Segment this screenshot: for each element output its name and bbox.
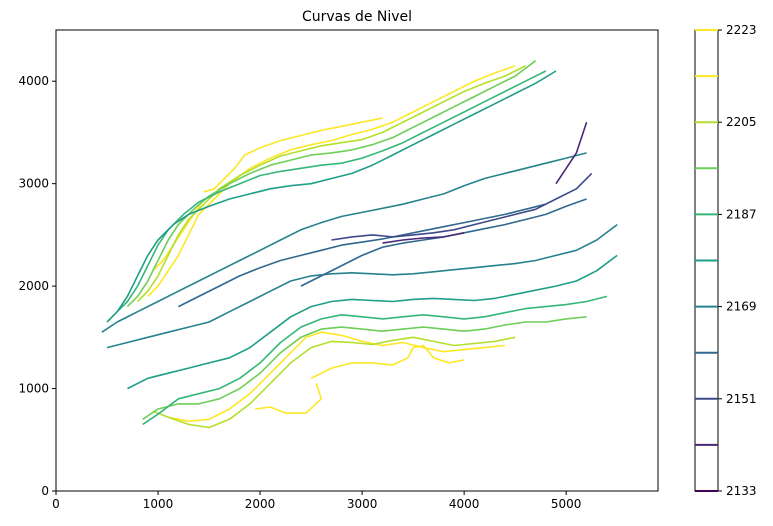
contour-line-2178-12 xyxy=(106,70,557,323)
colorbar-tick-label: 2133 xyxy=(726,484,757,498)
y-tick-label: 2000 xyxy=(18,279,49,293)
contour-line-2214-4 xyxy=(147,65,516,297)
colorbar-tick-label: 2223 xyxy=(726,23,757,37)
x-tick-label: 5000 xyxy=(551,497,582,511)
x-tick-label: 1000 xyxy=(143,497,174,511)
contour-line-2178-13 xyxy=(127,254,618,390)
x-tick-label: 4000 xyxy=(449,497,480,511)
contour-line-2196-8 xyxy=(126,60,537,308)
x-axis-ticks: 0 1000 2000 3000 4000 5000 xyxy=(52,491,581,511)
contour-line-2223-0 xyxy=(203,117,383,193)
colorbar-level-lines xyxy=(695,29,718,492)
colorbar-tick-label: 2169 xyxy=(726,300,757,314)
contour-line-2160-17 xyxy=(178,203,546,308)
contour-line-2187-11 xyxy=(142,295,608,426)
y-tick-label: 3000 xyxy=(18,177,49,191)
colorbar-ticks: 2133 2151 2169 2187 2205 2223 xyxy=(718,23,757,498)
contour-line-2151-18 xyxy=(331,172,593,241)
colorbar-tick-label: 2151 xyxy=(726,392,757,406)
contour-line-2169-15 xyxy=(106,223,618,349)
plot-frame xyxy=(55,29,659,492)
contour-line-2142-20 xyxy=(382,232,465,244)
contour-line-2223-3 xyxy=(254,383,323,414)
colorbar-tick-label: 2205 xyxy=(726,115,757,129)
contour-lines xyxy=(101,60,618,429)
chart-title: Curvas de Nivel xyxy=(302,9,412,25)
contour-line-2196-9 xyxy=(142,316,587,420)
x-tick-label: 0 xyxy=(52,497,60,511)
y-axis-ticks: 0 1000 2000 3000 4000 xyxy=(18,74,56,498)
x-tick-label: 2000 xyxy=(245,497,276,511)
x-tick-label: 3000 xyxy=(347,497,378,511)
colorbar: 2133 2151 2169 2187 2205 2223 xyxy=(694,23,757,498)
contour-line-2142-19 xyxy=(555,121,588,185)
colorbar-tick-label: 2187 xyxy=(726,207,757,221)
y-tick-label: 0 xyxy=(41,484,49,498)
contour-line-2214-5 xyxy=(168,331,505,423)
y-tick-label: 1000 xyxy=(18,382,49,396)
contour-line-2169-14 xyxy=(101,152,587,333)
y-tick-label: 4000 xyxy=(18,74,49,88)
contour-line-2205-7 xyxy=(152,336,516,429)
contour-line-2205-6 xyxy=(137,65,526,303)
contour-line-2223-2 xyxy=(310,344,465,380)
contour-line-2187-10 xyxy=(116,70,547,313)
